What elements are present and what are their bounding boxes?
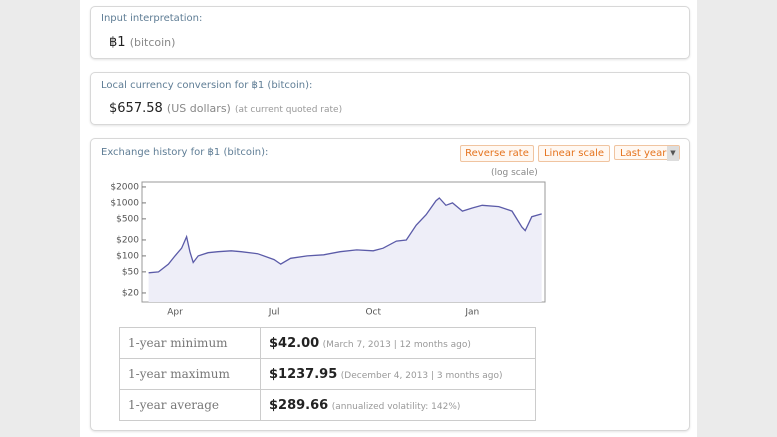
stats-table: 1-year minimum $42.00 (March 7, 2013 | 12… bbox=[119, 327, 536, 421]
note: (at current quoted rate) bbox=[234, 105, 343, 115]
range-select[interactable]: Last year ▼ bbox=[614, 145, 680, 161]
heading: Exchange history for ฿1 (bitcoin): bbox=[101, 147, 269, 158]
label: 1-year maximum bbox=[119, 358, 261, 390]
value: $42.00 bbox=[269, 335, 320, 351]
heading: Local currency conversion for ฿1 (bitcoi… bbox=[101, 80, 313, 91]
history-panel: Exchange history for ฿1 (bitcoin): Rever… bbox=[90, 138, 690, 431]
value: $657.58 bbox=[109, 101, 163, 116]
label: 1-year average bbox=[119, 389, 261, 421]
note: (December 4, 2013 | 3 months ago) bbox=[340, 370, 503, 381]
scale-note: (log scale) bbox=[491, 168, 538, 178]
conversion-panel: Local currency conversion for ฿1 (bitcoi… bbox=[90, 72, 690, 125]
row: 1-year minimum $42.00 (March 7, 2013 | 12… bbox=[119, 327, 536, 359]
value: $1237.95 bbox=[269, 366, 338, 382]
cell: $1237.95 (December 4, 2013 | 3 months ag… bbox=[260, 358, 536, 390]
heading: Input interpretation: bbox=[101, 13, 203, 24]
cell: $289.66 (annualized volatility: 142%) bbox=[260, 389, 536, 421]
content: Input interpretation: ฿1 (bitcoin) Local… bbox=[80, 0, 697, 437]
row: 1-year maximum $1237.95 (December 4, 2013… bbox=[119, 358, 536, 390]
scale-button[interactable]: Linear scale bbox=[538, 145, 610, 162]
row: 1-year average $289.66 (annualized volati… bbox=[119, 389, 536, 421]
value-line: ฿1 (bitcoin) bbox=[109, 35, 175, 50]
range-label: Last year bbox=[620, 148, 667, 159]
note: (March 7, 2013 | 12 months ago) bbox=[322, 339, 471, 350]
unit: (US dollars) bbox=[166, 102, 231, 115]
label: 1-year minimum bbox=[119, 327, 261, 359]
value-line: $657.58 (US dollars) (at current quoted … bbox=[109, 101, 342, 116]
value: $289.66 bbox=[269, 397, 329, 413]
note: (bitcoin) bbox=[129, 36, 176, 49]
input-panel: Input interpretation: ฿1 (bitcoin) bbox=[90, 6, 690, 59]
dropdown-arrow[interactable]: ▼ bbox=[667, 146, 679, 161]
cell: $42.00 (March 7, 2013 | 12 months ago) bbox=[260, 327, 536, 359]
value: ฿1 bbox=[109, 35, 126, 50]
reverse-button[interactable]: Reverse rate bbox=[460, 145, 534, 162]
note: (annualized volatility: 142%) bbox=[331, 401, 461, 412]
